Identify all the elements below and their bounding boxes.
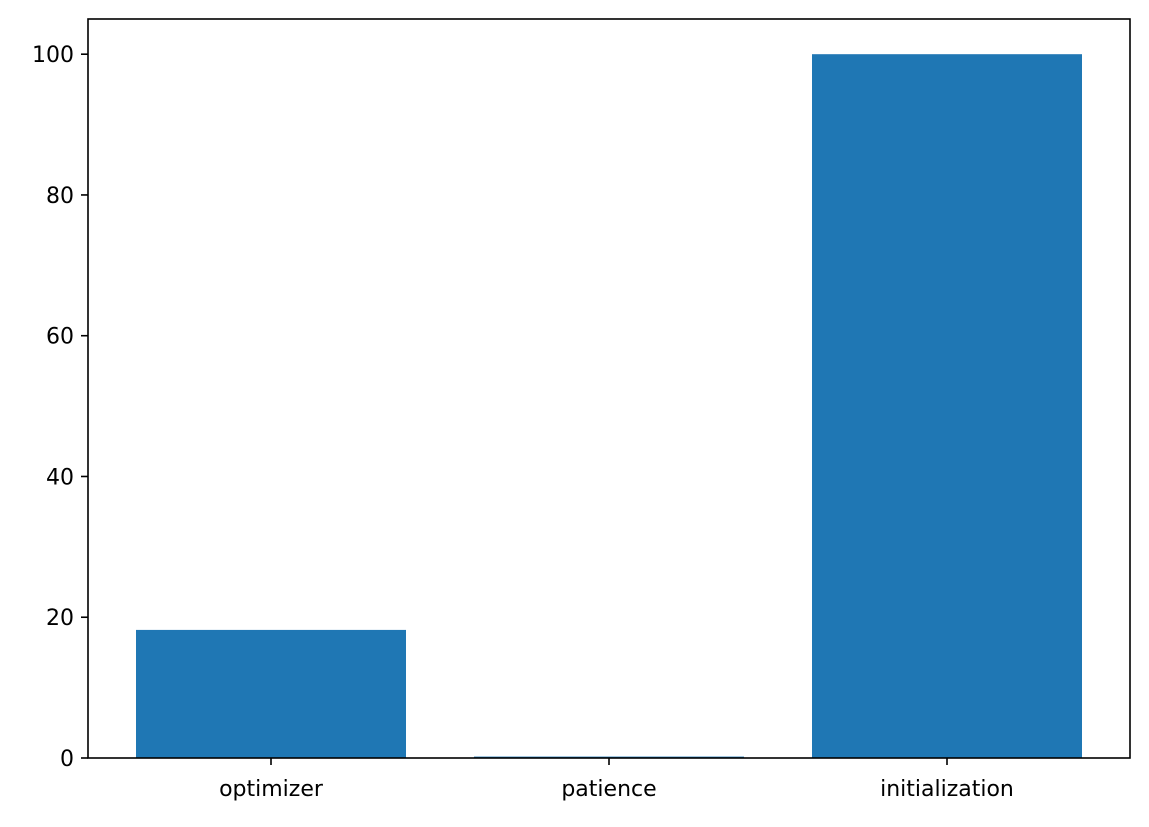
bar-optimizer <box>136 629 406 758</box>
y-tick-label: 60 <box>46 325 74 350</box>
y-tick-label: 0 <box>60 747 74 772</box>
y-tick-label: 80 <box>46 184 74 209</box>
y-tick-label: 40 <box>46 465 74 490</box>
y-tick-label: 20 <box>46 606 74 631</box>
x-tick-label: optimizer <box>219 777 324 802</box>
bars-group <box>136 54 1082 758</box>
y-tick-label: 100 <box>32 43 74 68</box>
x-axis-ticks: optimizer patience initialization <box>219 758 1014 802</box>
plot-frame <box>87 18 1131 759</box>
x-tick-label: patience <box>561 777 656 802</box>
bar-initialization <box>812 54 1082 758</box>
x-tick-label: initialization <box>880 777 1014 802</box>
y-axis-ticks: 0 20 40 60 80 100 <box>32 43 88 772</box>
